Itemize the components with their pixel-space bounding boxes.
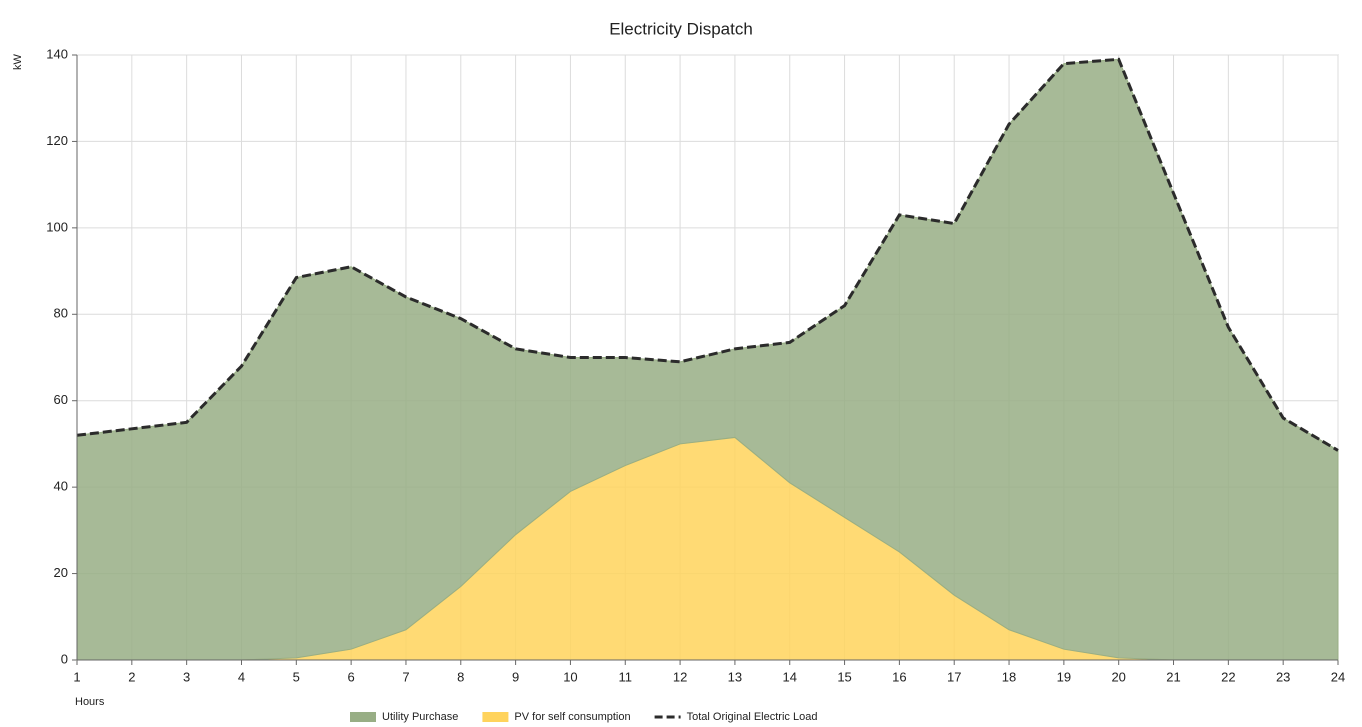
x-tick-label: 1 xyxy=(73,669,80,684)
chart-title: Electricity Dispatch xyxy=(609,19,753,38)
x-tick-label: 2 xyxy=(128,669,135,684)
legend-label: PV for self consumption xyxy=(514,711,630,723)
legend-swatch xyxy=(482,712,509,722)
x-tick-label: 24 xyxy=(1331,669,1345,684)
y-tick-label: 100 xyxy=(46,219,68,234)
y-tick-label: 140 xyxy=(46,46,68,61)
x-tick-label: 8 xyxy=(457,669,464,684)
x-tick-label: 20 xyxy=(1111,669,1125,684)
total-load-line xyxy=(76,57,1339,452)
x-tick-label: 12 xyxy=(673,669,687,684)
y-axis-label: kW xyxy=(12,53,24,70)
x-tick-label: 3 xyxy=(183,669,190,684)
y-tick-label: 60 xyxy=(54,392,68,407)
x-tick-label: 14 xyxy=(783,669,797,684)
x-tick-label: 11 xyxy=(619,669,633,684)
x-tick-label: 22 xyxy=(1221,669,1235,684)
legend-label: Total Original Electric Load xyxy=(687,711,818,723)
y-tick-label: 80 xyxy=(54,306,68,321)
x-tick-label: 10 xyxy=(563,669,577,684)
x-axis-label: Hours xyxy=(75,696,105,708)
legend-label: Utility Purchase xyxy=(382,711,458,723)
legend-swatch xyxy=(350,712,376,722)
y-tick-label: 120 xyxy=(46,133,68,148)
x-tick-label: 13 xyxy=(728,669,742,684)
x-tick-label: 17 xyxy=(947,669,961,684)
y-tick-label: 40 xyxy=(54,479,68,494)
y-tick-label: 0 xyxy=(61,651,68,666)
x-tick-label: 9 xyxy=(512,669,519,684)
x-tick-label: 18 xyxy=(1002,669,1016,684)
y-tick-label: 20 xyxy=(54,565,68,580)
x-tick-label: 19 xyxy=(1057,669,1071,684)
x-tick-label: 15 xyxy=(837,669,851,684)
x-tick-label: 6 xyxy=(348,669,355,684)
x-tick-label: 21 xyxy=(1166,669,1180,684)
x-tick-label: 23 xyxy=(1276,669,1290,684)
x-tick-label: 4 xyxy=(238,669,245,684)
x-tick-label: 5 xyxy=(293,669,300,684)
x-tick-label: 16 xyxy=(892,669,906,684)
x-tick-label: 7 xyxy=(402,669,409,684)
